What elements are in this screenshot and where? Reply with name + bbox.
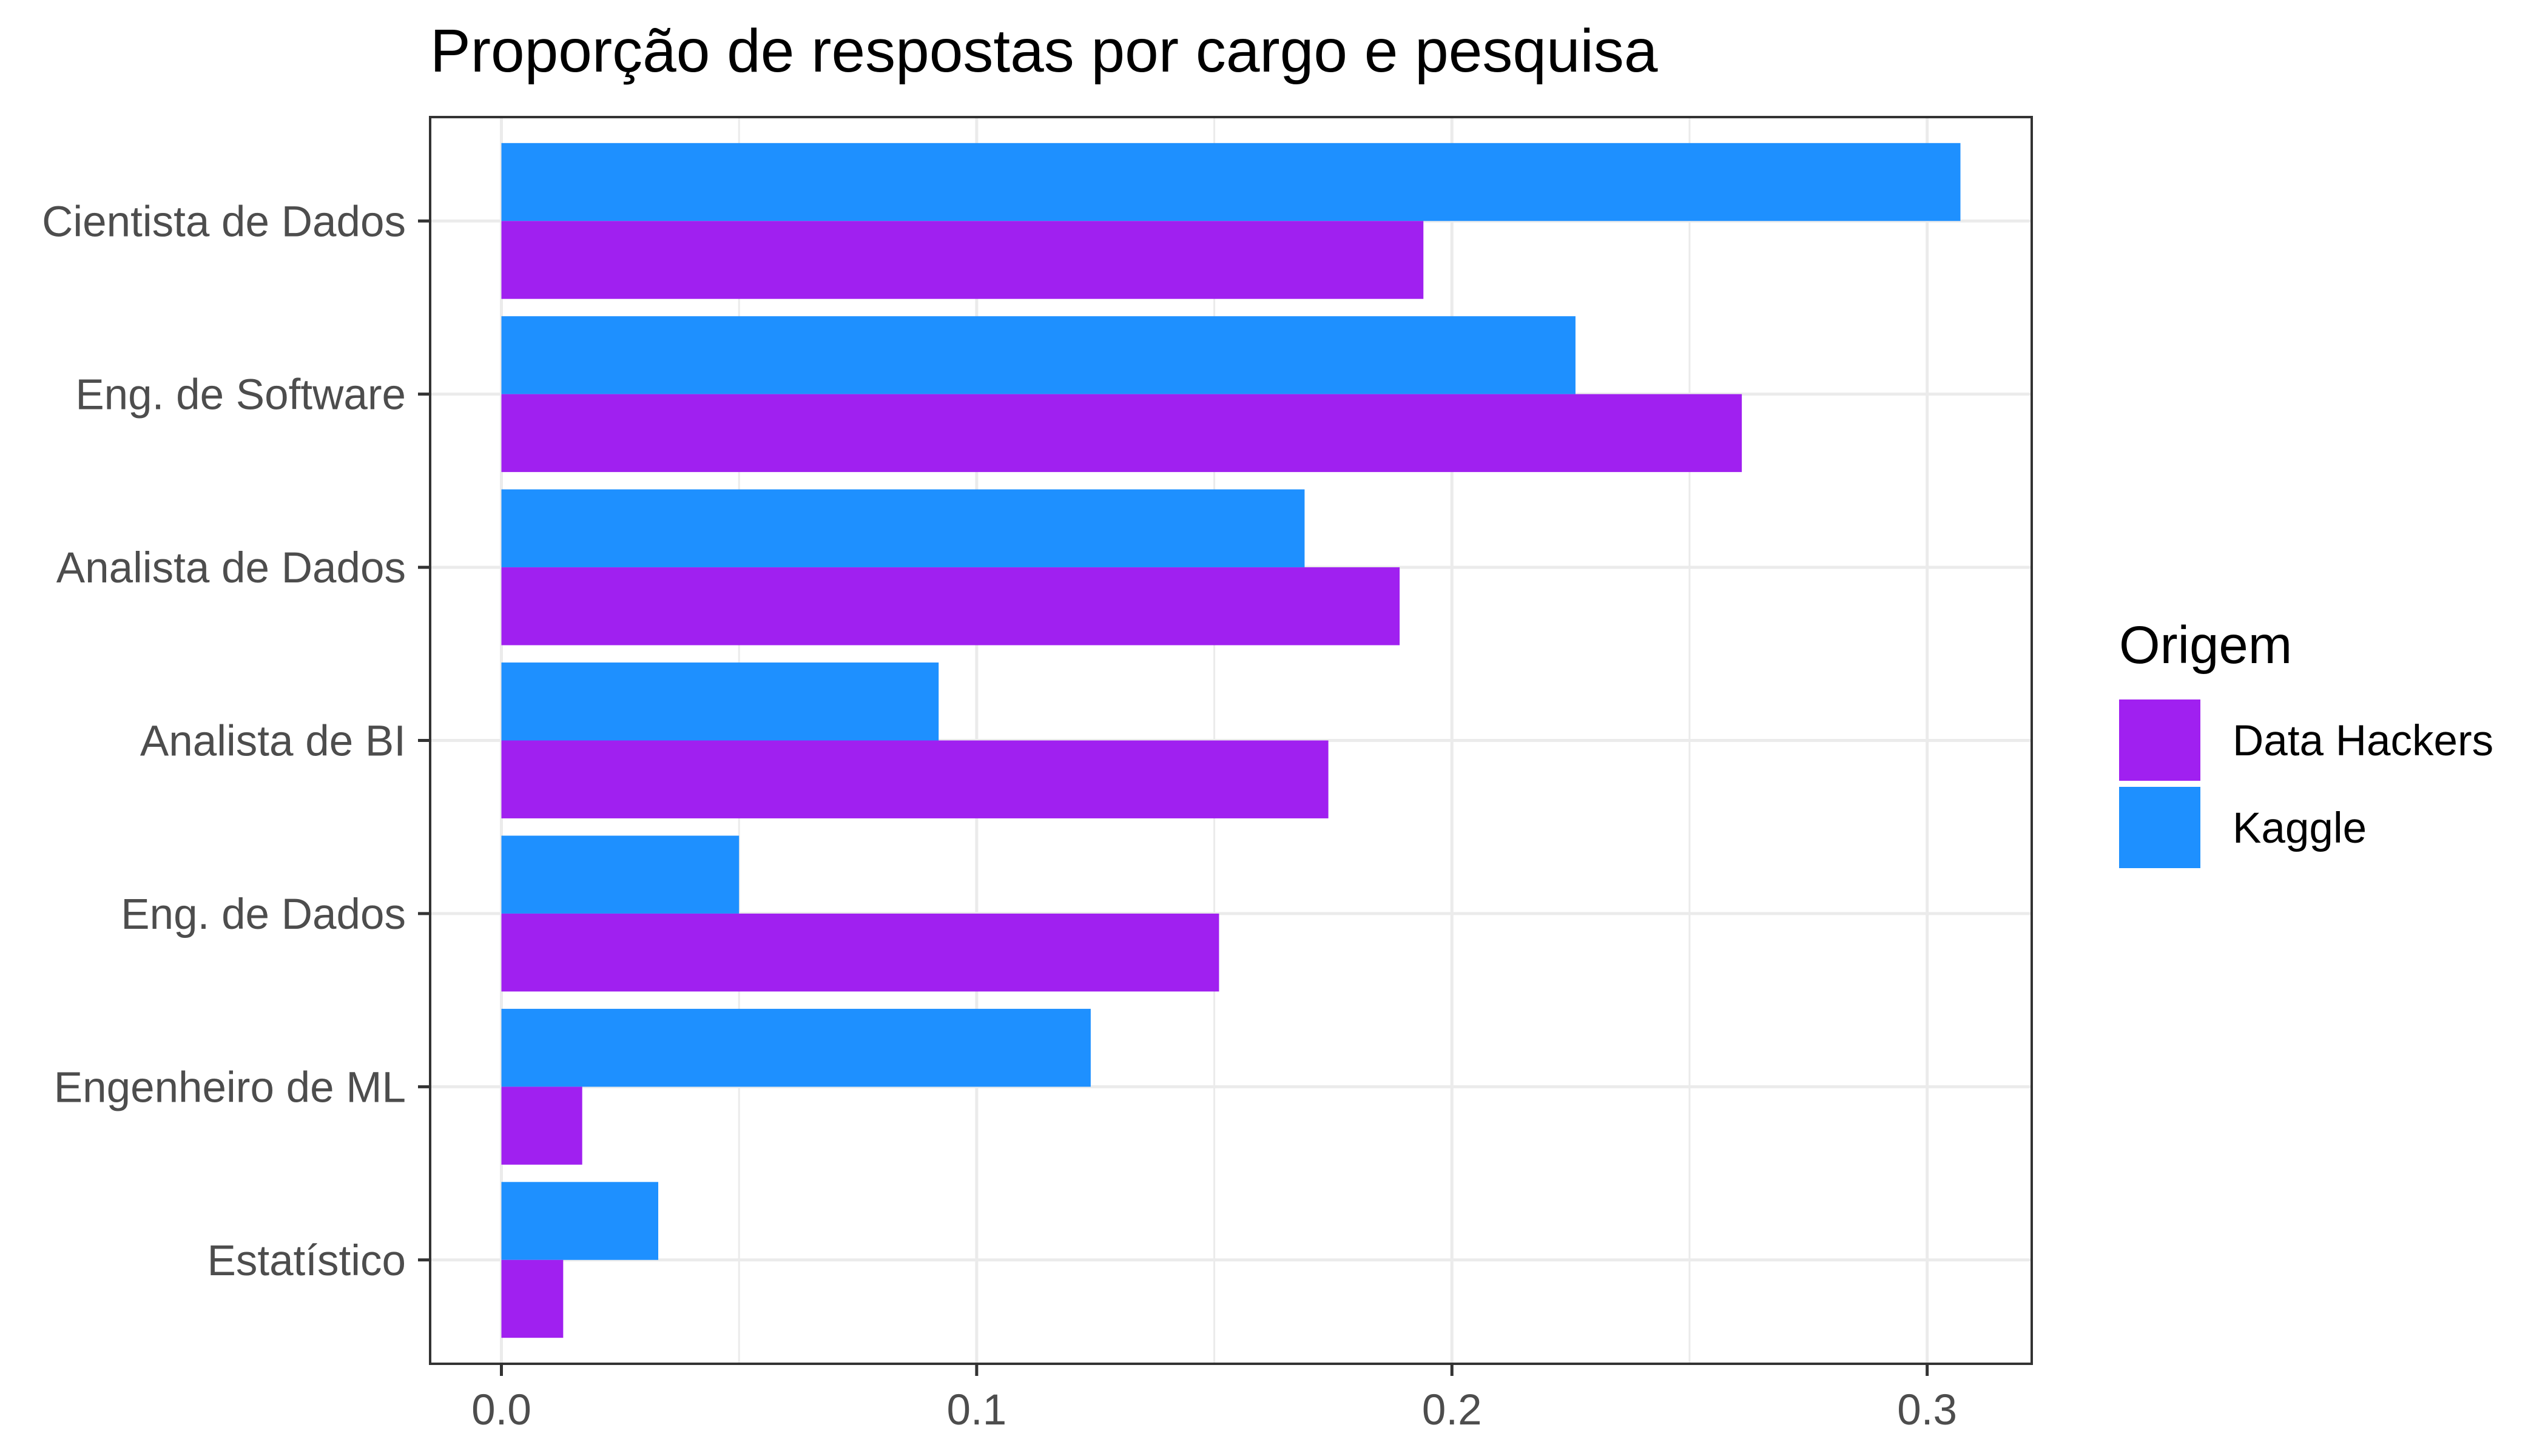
bar-data-hackers <box>501 567 1400 645</box>
bar-kaggle <box>501 1008 1091 1087</box>
bar-data-hackers <box>501 913 1219 992</box>
legend-label-kaggle: Kaggle <box>2233 804 2367 852</box>
bar-kaggle <box>501 835 740 914</box>
y-tick-label: Engenheiro de ML <box>54 1063 406 1111</box>
y-tick-label: Cientista de Dados <box>42 198 406 246</box>
legend-label-data-hackers: Data Hackers <box>2233 717 2493 765</box>
legend-key-kaggle <box>2119 787 2200 868</box>
bar-kaggle <box>501 662 939 741</box>
bar-data-hackers <box>501 394 1742 473</box>
x-tick-label: 0.3 <box>1897 1386 1957 1434</box>
bar-kaggle <box>501 489 1305 568</box>
bar-data-hackers <box>501 740 1329 818</box>
legend: Origem Data Hackers Kaggle <box>2119 616 2493 868</box>
x-tick-label: 0.0 <box>471 1386 531 1434</box>
y-tick-label: Analista de BI <box>140 718 406 766</box>
bar-data-hackers <box>501 1259 564 1338</box>
legend-key-data-hackers <box>2119 699 2200 781</box>
y-tick-label: Eng. de Dados <box>121 891 406 939</box>
x-tick-label: 0.1 <box>947 1386 1007 1434</box>
x-axis: 0.0 0.1 0.2 0.3 <box>471 1364 1957 1434</box>
bar-kaggle <box>501 1182 659 1260</box>
bars-layer <box>501 143 1961 1338</box>
bar-kaggle <box>501 143 1961 221</box>
y-axis: Cientista de Dados Eng. de Software Analis… <box>42 198 430 1285</box>
legend-title: Origem <box>2119 616 2292 675</box>
y-tick-label: Estatístico <box>207 1237 406 1285</box>
y-tick-label: Eng. de Software <box>75 371 406 419</box>
chart-title: Proporção de respostas por cargo e pesqu… <box>430 17 1658 85</box>
x-tick-label: 0.2 <box>1422 1386 1482 1434</box>
bar-kaggle <box>501 316 1576 394</box>
bar-data-hackers <box>501 221 1424 299</box>
bar-data-hackers <box>501 1087 582 1165</box>
y-tick-label: Analista de Dados <box>56 544 406 592</box>
